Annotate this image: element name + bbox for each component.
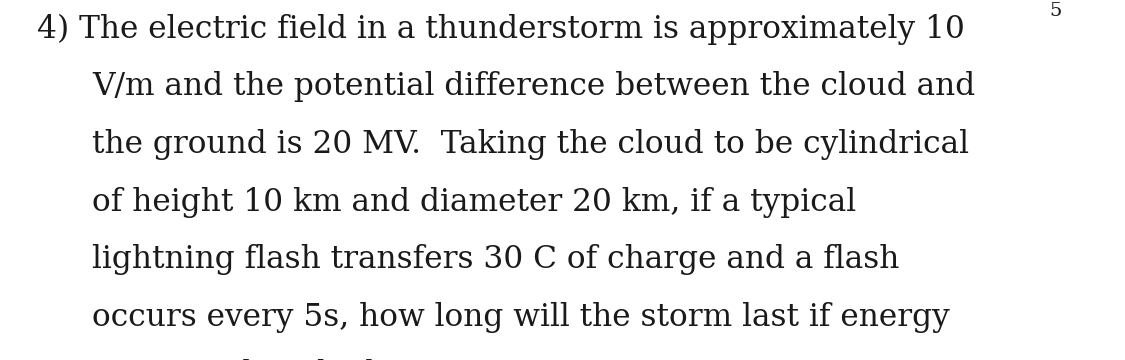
Text: is not replenished.: is not replenished.	[92, 359, 386, 360]
Text: lightning flash transfers 30 C of charge and a flash: lightning flash transfers 30 C of charge…	[92, 244, 900, 275]
Text: 5: 5	[1050, 2, 1062, 20]
Text: occurs every 5s, how long will the storm last if energy: occurs every 5s, how long will the storm…	[92, 302, 950, 333]
Text: the ground is 20 MV.  Taking the cloud to be cylindrical: the ground is 20 MV. Taking the cloud to…	[92, 129, 970, 160]
Text: 4) The electric field in a thunderstorm is approximately 10: 4) The electric field in a thunderstorm …	[37, 14, 965, 45]
Text: V/m and the potential difference between the cloud and: V/m and the potential difference between…	[92, 71, 975, 102]
Text: of height 10 km and diameter 20 km, if a typical: of height 10 km and diameter 20 km, if a…	[92, 186, 856, 217]
